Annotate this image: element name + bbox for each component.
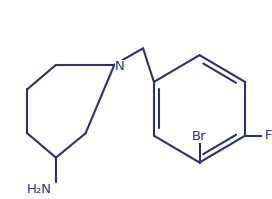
Text: H₂N: H₂N [26, 183, 51, 196]
Text: Br: Br [192, 130, 207, 143]
Text: F: F [264, 129, 272, 142]
Text: N: N [115, 60, 125, 73]
